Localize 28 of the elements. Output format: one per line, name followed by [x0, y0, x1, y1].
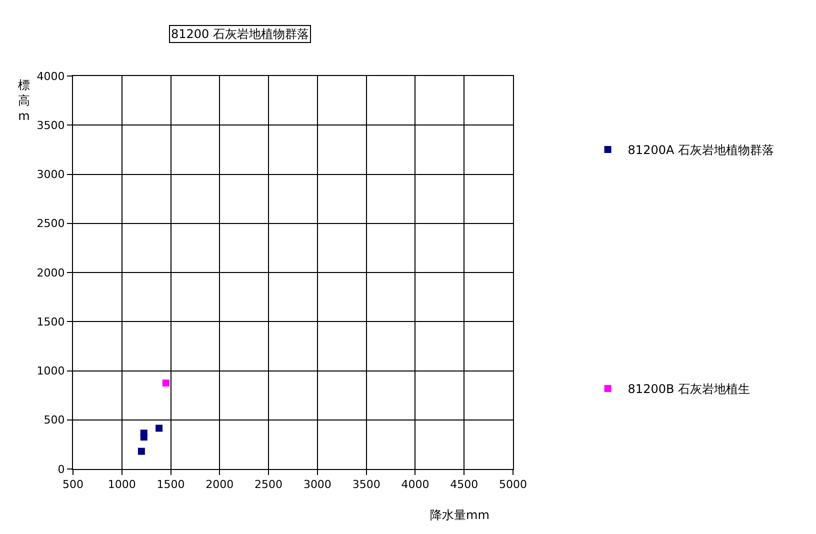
y-tick-label: 3000: [36, 168, 65, 182]
y-tick-label: 1000: [36, 364, 65, 378]
point: [138, 448, 145, 455]
chart-title: 81200 石灰岩地植物群落: [171, 27, 309, 41]
x-tick-label: 4500: [450, 478, 478, 492]
x-tick-label: 3000: [303, 478, 332, 492]
y-tick-label: 3500: [36, 118, 65, 132]
x-axis-title: 降水量mm: [430, 508, 490, 522]
y-tick-label: 500: [44, 414, 65, 427]
x-tick-label: 1000: [108, 478, 136, 492]
y-tick-label: 4000: [36, 70, 65, 83]
point: [162, 380, 170, 387]
y-axis-title: 標高m: [18, 78, 30, 124]
y-tick-label: 1500: [36, 315, 65, 328]
legend-label: 81200A 石灰岩地植物群落: [628, 143, 774, 158]
x-tick-label: 2000: [206, 478, 234, 492]
x-tick-label: 5000: [499, 478, 527, 492]
y-tick-label: 0: [58, 462, 65, 476]
point: [140, 434, 148, 441]
y-tick-label: 2500: [36, 217, 65, 230]
legend-label: 81200B 石灰岩地植生: [628, 382, 750, 396]
x-tick-label: 3500: [352, 478, 380, 492]
x-tick-label: 500: [62, 478, 84, 492]
x-tick-label: 2500: [254, 478, 283, 492]
x-tick-label: 1500: [156, 478, 185, 492]
y-tick-label: 2000: [36, 266, 65, 280]
point: [156, 424, 163, 432]
x-tick-label: 4000: [401, 478, 430, 492]
